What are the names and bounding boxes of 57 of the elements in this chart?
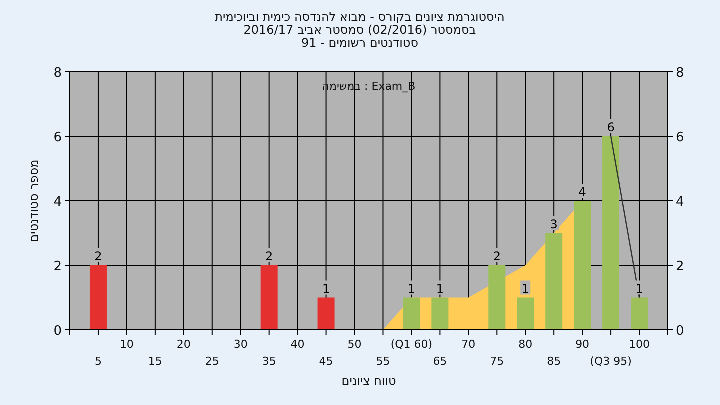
y2-tick-label: 4: [676, 195, 684, 210]
bar: [318, 298, 335, 330]
bar: [432, 298, 449, 330]
data-label: 1: [636, 282, 644, 296]
x-tick-label: 55: [376, 355, 390, 368]
x-tick-label: (Q3 95): [590, 355, 632, 368]
x-tick-label: 35: [262, 355, 276, 368]
y2-tick-label: 8: [676, 66, 684, 81]
x-tick-label: 90: [576, 338, 590, 351]
x-tick-label: 20: [176, 338, 191, 351]
y-tick-label: 0: [54, 324, 62, 339]
data-label: 2: [266, 250, 274, 264]
x-tick-label: 40: [290, 338, 305, 351]
bar: [546, 233, 563, 330]
y2-tick-label: 0: [676, 324, 684, 339]
x-tick-label: 10: [120, 338, 134, 351]
x-tick-label: (Q1 60): [390, 338, 433, 351]
x-tick-label: 25: [205, 355, 220, 368]
data-label: 1: [436, 282, 444, 296]
text: סטודנטים רשומים - 91: [301, 36, 419, 50]
data-label: 6: [607, 120, 615, 134]
data-label: 1: [522, 282, 530, 296]
y-axis-title: מספר סטודנטים: [27, 160, 41, 242]
x-tick-label: 70: [462, 338, 476, 351]
bar: [517, 298, 534, 330]
x-tick-label: 65: [433, 355, 448, 368]
x-tick-label: 30: [234, 338, 248, 351]
bar: [574, 201, 592, 330]
y2-tick-label: 2: [676, 260, 684, 274]
x-tick-label: 15: [148, 355, 162, 368]
data-label: 1: [322, 282, 330, 296]
data-label: 2: [493, 250, 501, 264]
data-label: 2: [94, 250, 102, 264]
y2-tick-label: 6: [676, 130, 684, 146]
x-tick-label: 80: [518, 338, 533, 351]
bar: [260, 266, 278, 330]
bar: [403, 298, 420, 330]
x-tick-label: 100: [629, 338, 650, 351]
x-tick-label: 85: [547, 355, 562, 368]
data-label: 1: [408, 282, 416, 296]
y-tick-label: 8: [54, 66, 62, 81]
data-label: 3: [550, 217, 558, 232]
x-tick-label: 50: [348, 338, 362, 351]
x-axis-title: טווח ציונים: [342, 374, 396, 388]
bar: [90, 266, 107, 330]
y-tick-label: 6: [54, 130, 62, 146]
bar: [602, 136, 620, 330]
chart-title: היסטוגרמת ציונים בקורס - מבוא להנדסה כימית וביוכימית: [215, 10, 505, 24]
text: בסמסטר (02/2016) סמסטר אביב 2016/17: [244, 23, 476, 37]
x-tick-label: 45: [319, 355, 334, 368]
bar: [631, 298, 648, 330]
x-tick-label: 75: [490, 355, 504, 368]
bar: [488, 266, 506, 330]
y-tick-label: 4: [54, 195, 62, 210]
y-tick-label: 2: [54, 260, 62, 274]
x-tick-label: 5: [94, 355, 102, 368]
data-label: 4: [578, 185, 586, 199]
